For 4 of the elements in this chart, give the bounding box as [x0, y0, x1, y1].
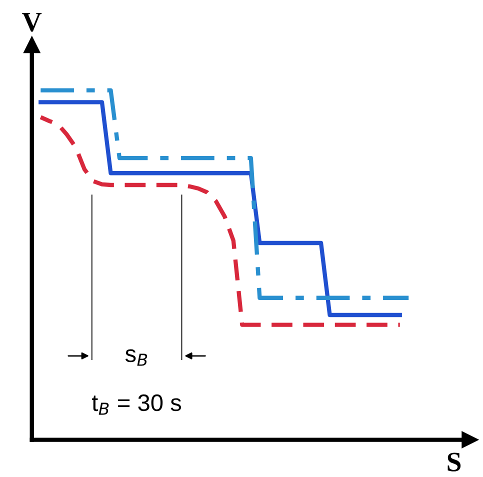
x-axis-title: S [448, 452, 461, 472]
annotation: t$_{B}$ = 30 s [92, 394, 182, 415]
annotation: s$_{B}$ [125, 349, 148, 366]
y-axis-title: V [22, 13, 42, 32]
